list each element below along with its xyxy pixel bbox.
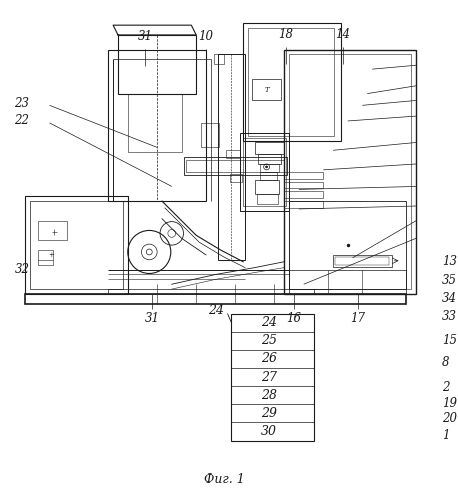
Bar	[108, 50, 206, 201]
Bar	[335, 257, 389, 264]
Text: 31: 31	[145, 312, 160, 325]
Bar	[230, 174, 242, 182]
Bar	[128, 94, 181, 152]
Text: 1: 1	[442, 429, 450, 442]
Text: 33: 33	[442, 310, 457, 324]
Bar	[255, 180, 279, 194]
Text: 30: 30	[261, 425, 277, 438]
Text: 8: 8	[442, 356, 450, 369]
Bar	[25, 196, 128, 294]
Text: 32: 32	[15, 263, 29, 276]
Bar	[185, 157, 287, 174]
Text: 31: 31	[138, 30, 153, 44]
Bar	[225, 150, 240, 158]
Bar	[284, 182, 323, 188]
Text: +: +	[49, 251, 55, 259]
Bar	[243, 23, 341, 140]
Bar	[257, 194, 278, 204]
Text: 28: 28	[261, 388, 277, 402]
Text: 24: 24	[208, 304, 224, 317]
Bar	[260, 172, 278, 180]
Bar	[38, 220, 67, 240]
Bar	[252, 79, 281, 100]
Text: Фиг. 1: Фиг. 1	[204, 473, 245, 486]
Bar	[284, 50, 416, 294]
Circle shape	[266, 166, 267, 168]
Bar	[289, 270, 406, 294]
Bar	[243, 138, 286, 206]
Text: 10: 10	[198, 30, 213, 44]
Bar	[284, 192, 323, 198]
Bar	[284, 201, 323, 208]
Text: 20: 20	[442, 412, 457, 425]
Bar	[258, 154, 281, 164]
Bar	[333, 255, 392, 266]
Bar	[255, 142, 284, 154]
Bar	[248, 28, 334, 136]
Bar	[218, 54, 245, 260]
Text: 22: 22	[15, 114, 29, 127]
Text: 29: 29	[261, 407, 277, 420]
Bar	[186, 160, 284, 172]
Text: 17: 17	[350, 312, 365, 325]
Text: 18: 18	[278, 28, 294, 42]
Text: 14: 14	[335, 28, 350, 42]
Bar	[108, 289, 314, 294]
Text: 35: 35	[442, 274, 457, 287]
Text: 13: 13	[442, 254, 457, 268]
Text: 15: 15	[442, 334, 457, 347]
Text: 27: 27	[261, 370, 277, 384]
Bar	[240, 132, 289, 211]
Text: 2: 2	[442, 382, 450, 394]
Text: 25: 25	[261, 334, 277, 347]
Bar	[289, 201, 406, 289]
Text: 19: 19	[442, 398, 457, 410]
Bar	[38, 250, 53, 264]
Text: 26: 26	[261, 352, 277, 366]
Text: T: T	[264, 86, 269, 94]
Text: 16: 16	[286, 312, 301, 325]
Bar	[25, 294, 406, 304]
Text: 24: 24	[261, 316, 277, 329]
Bar	[260, 164, 279, 172]
Bar	[201, 123, 218, 148]
Bar	[118, 35, 196, 94]
Bar	[284, 172, 323, 178]
Bar	[289, 54, 411, 289]
Text: 34: 34	[442, 292, 457, 306]
Bar	[231, 314, 315, 440]
Text: 23: 23	[15, 97, 29, 110]
Bar	[214, 54, 224, 64]
Bar	[30, 201, 123, 289]
